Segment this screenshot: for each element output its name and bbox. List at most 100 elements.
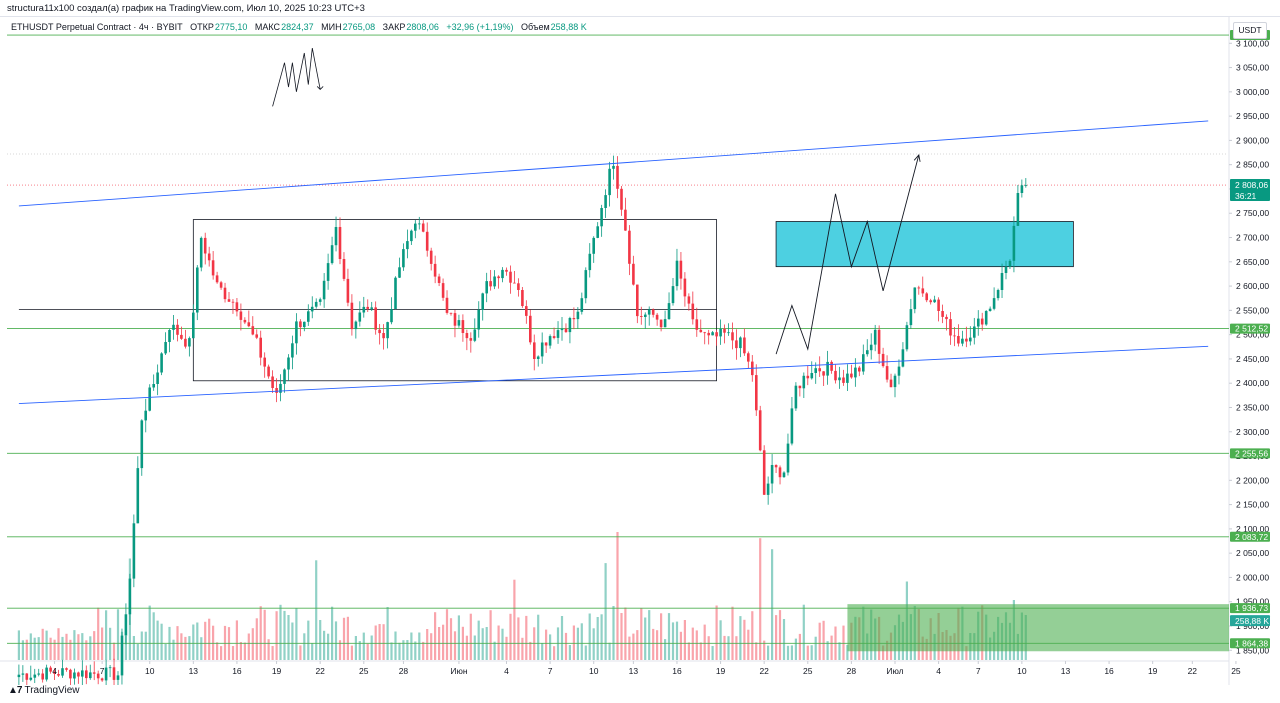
level-price-label-bg	[1230, 448, 1270, 459]
candle-body	[905, 325, 909, 350]
volume-bar	[45, 630, 48, 660]
volume-bar	[61, 636, 64, 660]
candle-body	[366, 306, 369, 309]
candle-body	[184, 338, 187, 347]
volume-bar	[112, 642, 116, 660]
candle-body	[949, 319, 952, 336]
time-tick-label: 10	[589, 666, 599, 676]
volume-bar	[632, 633, 635, 660]
volume-bar	[148, 605, 151, 660]
candle-body	[992, 298, 996, 309]
candle-body	[782, 472, 786, 478]
candle-body	[1024, 185, 1028, 186]
drawings	[18, 48, 1209, 405]
time-tick-label: 25	[359, 666, 369, 676]
candle-body	[984, 311, 988, 325]
volume-bar	[739, 616, 742, 660]
candle-body	[164, 342, 167, 354]
candle-body	[196, 267, 199, 313]
volume-bar	[358, 641, 361, 660]
level-price-label: 2 255,56	[1235, 448, 1268, 458]
volume-bar	[263, 609, 266, 660]
volume-bar	[715, 605, 718, 660]
price-tick-label: 2 850,00	[1236, 160, 1269, 170]
volume-bar	[283, 610, 286, 660]
volume-bar	[346, 616, 349, 660]
volume-bar	[814, 636, 817, 660]
candle-body	[330, 245, 334, 264]
volume-bar	[259, 606, 262, 660]
candle-body	[699, 329, 703, 333]
time-tick-label: 16	[1104, 666, 1114, 676]
chart-area[interactable]: 1 850,001 900,001 950,002 000,002 050,00…	[0, 16, 1280, 685]
candle-body	[295, 321, 298, 344]
candle-body	[112, 667, 116, 680]
volume-bar	[41, 628, 44, 660]
volume-bar	[822, 620, 825, 660]
candle-body	[473, 329, 477, 341]
volume-bar	[160, 623, 163, 660]
volume-bar	[81, 633, 84, 660]
candle-body	[247, 322, 251, 327]
candle-body	[766, 483, 770, 495]
volume-bar	[73, 630, 76, 660]
candle-body	[92, 672, 96, 674]
candle-body	[536, 356, 540, 359]
volume-bar	[33, 637, 36, 660]
candle-body	[695, 319, 699, 330]
volume-bar	[327, 633, 330, 660]
volume-bar	[771, 549, 774, 660]
tradingview-brand[interactable]: ▲7 TradingView	[8, 685, 80, 696]
candle-body	[156, 372, 159, 384]
candle-body	[259, 337, 262, 358]
candle-body	[1004, 266, 1008, 273]
price-tick-label: 2 650,00	[1236, 257, 1269, 267]
price-tick-label: 2 150,00	[1236, 500, 1269, 510]
volume-bar	[711, 646, 714, 660]
candle-body	[869, 344, 873, 351]
current-price-label-bg	[1230, 179, 1270, 202]
candle-body	[489, 281, 492, 287]
time-tick-label: 22	[315, 666, 325, 676]
zones	[18, 219, 1229, 652]
candle-body	[608, 168, 611, 196]
candle-body	[568, 318, 572, 333]
price-tick-label: 2 350,00	[1236, 402, 1269, 412]
candle-body	[89, 672, 92, 679]
volume-bar	[212, 625, 215, 660]
candle-body	[148, 387, 151, 411]
symbol-name[interactable]: ETHUSDT Perpetual Contract · 4ч · BYBIT	[11, 22, 183, 32]
candle-body	[219, 282, 223, 288]
candle-body	[160, 353, 163, 373]
volume-bar	[85, 640, 88, 660]
volume-bar	[525, 615, 528, 660]
time-tick-label: 19	[272, 666, 282, 676]
candle-body	[544, 342, 548, 346]
volume-bar	[513, 579, 516, 660]
volume-bar	[243, 642, 246, 660]
candle-body	[299, 321, 302, 328]
volume-bar	[846, 644, 849, 660]
volume-bar	[671, 622, 675, 660]
volume-bar	[307, 620, 310, 660]
volume-bar	[699, 642, 702, 660]
candle-body	[374, 307, 377, 330]
price-chart[interactable]: 1 850,001 900,001 950,002 000,002 050,00…	[0, 17, 1280, 685]
candle-body	[977, 318, 980, 327]
time-tick-label: 22	[759, 666, 769, 676]
volume-value: 258,88 K	[550, 22, 587, 32]
volume-bar	[790, 645, 793, 660]
candle-body	[370, 307, 373, 309]
candle-body	[49, 667, 52, 672]
volume-bar	[778, 610, 782, 660]
candle-body	[663, 319, 667, 328]
candle-body	[318, 299, 322, 302]
volume-bar	[366, 643, 369, 660]
volume-bar	[735, 636, 738, 660]
candle-body	[778, 467, 782, 478]
time-tick-label: 7	[100, 666, 105, 676]
currency-button[interactable]: USDT	[1233, 22, 1267, 39]
candle-body	[687, 296, 691, 304]
volume-bar	[57, 628, 60, 660]
candle-body	[326, 263, 330, 281]
